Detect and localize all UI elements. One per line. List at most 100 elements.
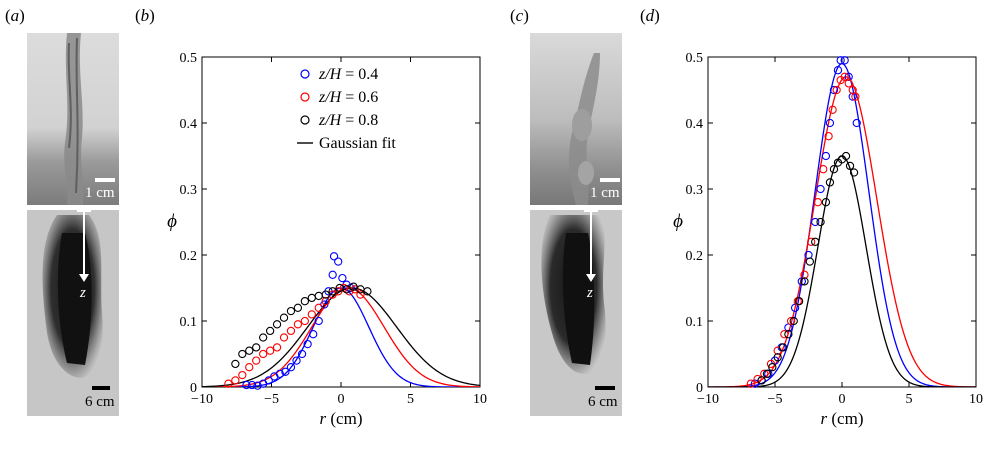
scale-label-a-bottom: 6 cm — [85, 394, 115, 410]
arrow-a — [83, 211, 85, 277]
data-point — [231, 359, 240, 369]
data-point — [321, 290, 330, 299]
data-point — [314, 316, 323, 326]
y-tick-label: 0.4 — [686, 117, 704, 132]
scale-label-c-top: 1 cm — [590, 185, 620, 201]
x-tick-label: 0 — [338, 392, 345, 407]
data-point — [789, 316, 798, 326]
legend-label: z/H = 0.8 — [318, 112, 378, 129]
data-point — [829, 85, 839, 95]
scale-bar-c-bottom — [595, 386, 615, 390]
data-point — [314, 291, 323, 301]
panel-label-c: (c) — [510, 6, 529, 25]
data-point — [286, 326, 296, 336]
legend-label: Gaussian fit — [319, 135, 396, 152]
scale-bar-a-bottom — [92, 386, 110, 390]
y-tick-label: 0.1 — [180, 315, 198, 330]
x-tick-label: −5 — [768, 392, 783, 407]
y-tick-label: 0.5 — [686, 51, 704, 66]
chart-panel-d: −10 −5 0 5 10 0 0.1 0.2 0.3 0.4 0.5 r (cm) ϕ — [673, 51, 983, 428]
data-point — [293, 303, 303, 312]
scale-label-c-bottom: 6 cm — [588, 394, 618, 410]
data-point — [746, 379, 756, 388]
data-point — [768, 363, 777, 372]
x-tick-label: 10 — [969, 392, 983, 407]
x-tick-label: 5 — [906, 392, 913, 407]
data-point — [247, 380, 257, 390]
data-point — [811, 237, 820, 246]
data-point — [825, 178, 835, 187]
y-axis-label: ϕ — [673, 211, 683, 232]
y-tick-label: 0.3 — [180, 183, 198, 198]
data-point — [328, 287, 337, 296]
data-point — [292, 356, 301, 365]
data-point — [844, 79, 853, 88]
data-point — [829, 165, 839, 174]
data-point — [349, 282, 358, 291]
data-point — [786, 316, 796, 326]
data-point — [242, 380, 251, 390]
data-point — [825, 118, 835, 128]
panel-label-a: (a) — [5, 6, 25, 25]
data-point — [356, 290, 365, 299]
data-point — [309, 330, 318, 339]
data-point — [833, 66, 843, 75]
data-point — [245, 363, 254, 372]
x-tick-label: −10 — [697, 392, 719, 407]
data-point — [334, 257, 343, 266]
data-point — [231, 376, 240, 385]
jet-photo-c — [530, 33, 622, 416]
data-point — [762, 369, 772, 378]
arrow-a-head — [79, 274, 89, 282]
y-tick-label: 0.5 — [180, 51, 198, 66]
axis-symbol-a: z — [80, 285, 86, 301]
data-point — [329, 252, 339, 261]
data-point — [286, 306, 296, 316]
x-tick-label: 5 — [407, 392, 414, 407]
data-point — [224, 379, 233, 388]
data-point — [307, 310, 316, 319]
data-point — [275, 369, 284, 378]
data-point — [816, 184, 825, 194]
data-point — [840, 72, 849, 81]
x-tick-label: −10 — [191, 392, 213, 407]
plot-frame — [707, 56, 977, 388]
data-point — [259, 333, 268, 342]
data-point — [773, 353, 782, 362]
data-point — [297, 349, 307, 359]
data-point — [314, 303, 323, 312]
scale-label-a-top: 1 cm — [85, 185, 115, 201]
gaussian-fit-line — [708, 62, 976, 387]
data-point — [265, 346, 275, 355]
data-point — [293, 320, 303, 329]
gaussian-fit-line — [708, 76, 976, 387]
data-point — [328, 270, 337, 279]
x-tick-label: 0 — [839, 392, 846, 407]
chart-panel-b: −10 −5 0 5 10 0 0.1 0.2 0.3 0.4 0.5 r (cm) ϕ z/H = 0.… — [167, 51, 487, 428]
data-point — [338, 273, 347, 283]
arrow-a-tick — [77, 210, 91, 212]
data-point — [303, 339, 312, 349]
data-point — [265, 326, 275, 336]
data-point — [753, 374, 762, 384]
data-point — [259, 349, 268, 359]
data-point — [238, 370, 247, 380]
legend-marker — [300, 69, 310, 79]
data-point — [851, 92, 860, 101]
data-point — [272, 320, 282, 329]
data-point — [794, 297, 804, 306]
y-tick-label: 0 — [696, 381, 703, 396]
data-point — [845, 161, 855, 171]
axis-symbol-c: z — [587, 285, 593, 301]
scale-bar-c-top — [600, 178, 620, 182]
data-point — [286, 363, 296, 372]
y-tick-label: 0.2 — [686, 249, 704, 264]
data-point — [821, 151, 831, 161]
data-point — [800, 270, 809, 279]
jet-photo-a — [27, 33, 119, 416]
data-point — [805, 257, 814, 266]
data-point — [778, 343, 788, 352]
data-point — [252, 343, 261, 352]
legend-marker — [300, 92, 310, 102]
y-axis-label: ϕ — [167, 211, 177, 232]
